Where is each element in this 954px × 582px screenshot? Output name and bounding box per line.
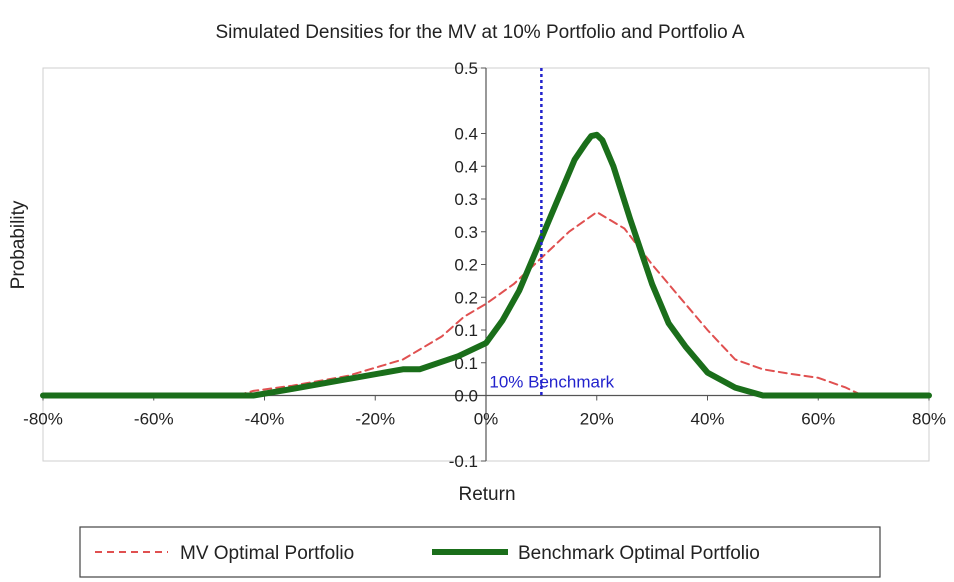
legend-label-benchmark: Benchmark Optimal Portfolio xyxy=(518,543,760,564)
x-tick-label: -40% xyxy=(245,410,285,429)
series-layer xyxy=(40,131,932,399)
y-tick-label: 0.3 xyxy=(454,223,478,242)
x-tick-label: 80% xyxy=(912,410,946,429)
y-tick-label: 0.4 xyxy=(454,125,478,144)
y-tick-label: -0.1 xyxy=(449,452,478,471)
x-axis-label: Return xyxy=(458,484,515,505)
benchmark-label: 10% Benchmark xyxy=(489,373,614,392)
chart-title: Simulated Densities for the MV at 10% Po… xyxy=(215,22,744,43)
y-tick-label: 0.5 xyxy=(454,59,478,78)
y-tick-label: 0.3 xyxy=(454,190,478,209)
legend: MV Optimal Portfolio Benchmark Optimal P… xyxy=(79,526,881,578)
series-line-mv-optimal xyxy=(42,211,930,397)
x-tick-label: 0% xyxy=(474,410,499,429)
x-tick-label: 60% xyxy=(801,410,835,429)
x-tick-label: 40% xyxy=(690,410,724,429)
x-tick-label: -60% xyxy=(134,410,174,429)
y-tick-label: 0.4 xyxy=(454,157,478,176)
x-tick-label: 20% xyxy=(580,410,614,429)
y-axis-label: Probability xyxy=(8,200,29,289)
benchmark-layer: 10% Benchmark xyxy=(489,68,615,396)
y-tick-label: 0.1 xyxy=(454,321,478,340)
series-line-benchmark-optimal xyxy=(40,131,932,399)
legend-label-mv: MV Optimal Portfolio xyxy=(180,543,354,564)
y-tick-label: 0.2 xyxy=(454,256,478,275)
x-tick-label: -20% xyxy=(355,410,395,429)
x-tick-label: -80% xyxy=(23,410,63,429)
y-tick-label: 0.0 xyxy=(454,387,478,406)
axes: -80% -60% -40% -20% 0% 20% 40% 60% 80% -0.1 0.0 0.1… xyxy=(23,59,946,471)
y-tick-label: 0.2 xyxy=(454,288,478,307)
